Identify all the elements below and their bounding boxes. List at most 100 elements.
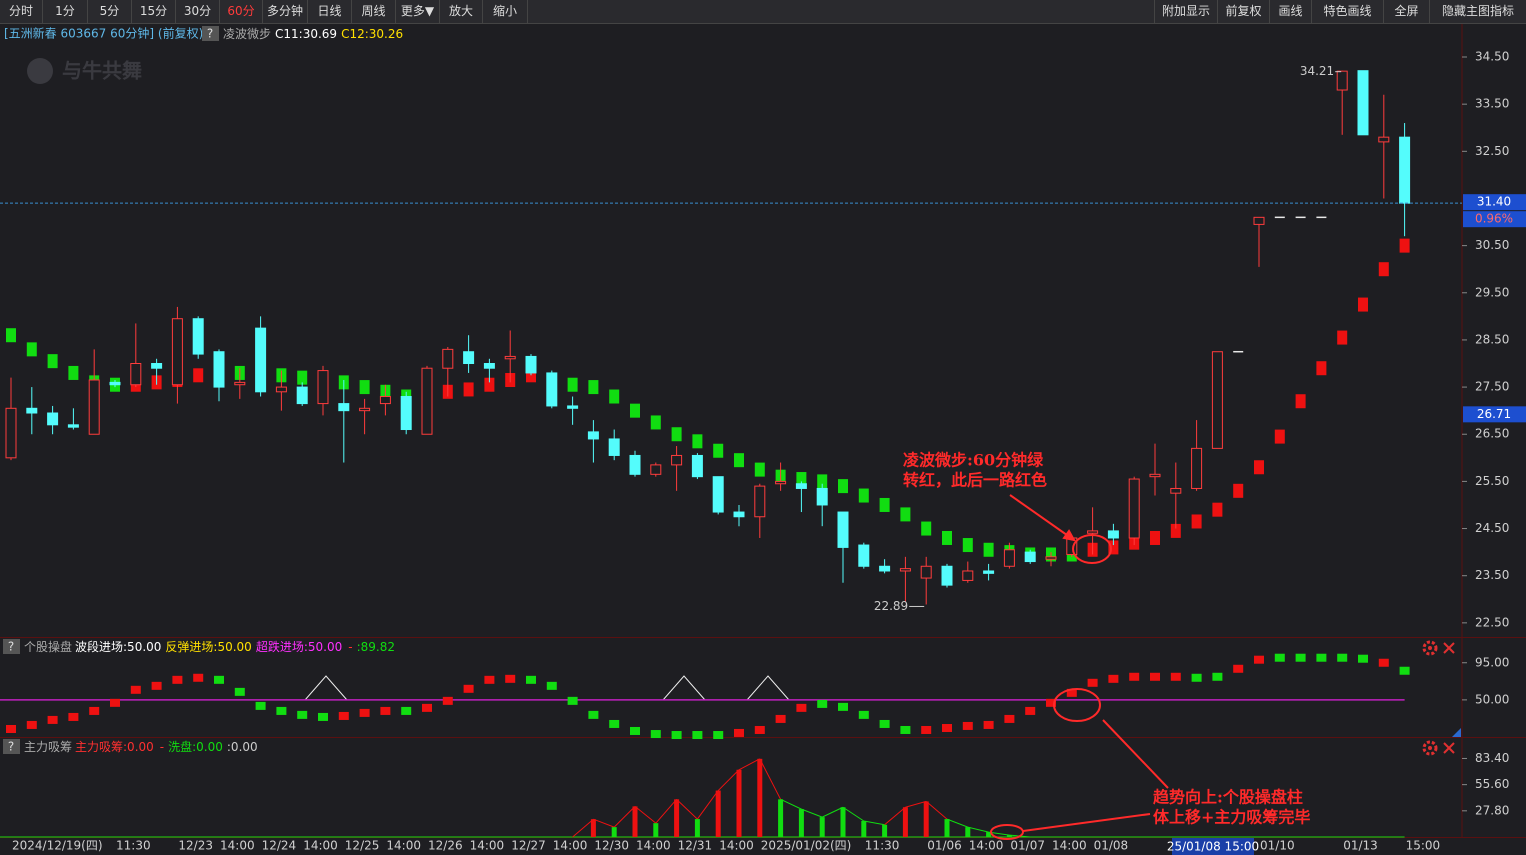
toolbar-button[interactable]: 附加显示	[1154, 0, 1218, 23]
close-icon[interactable]	[1443, 742, 1455, 754]
indicator-dash	[1004, 714, 1015, 723]
settings-icon[interactable]	[1422, 640, 1438, 656]
toolbar-button[interactable]: 画线	[1270, 0, 1312, 23]
candle-body	[587, 431, 599, 440]
candle-body	[338, 403, 350, 412]
indicator-square	[650, 415, 661, 430]
indicator-square	[26, 342, 37, 357]
x-tick-label: 12/31	[678, 839, 713, 853]
close-icon[interactable]	[1443, 642, 1455, 654]
y-tick-label: 24.50	[1475, 521, 1509, 535]
toolbar-button[interactable]: 日线	[308, 0, 352, 23]
toolbar-button[interactable]: 放大	[440, 0, 483, 23]
indicator-dash	[609, 719, 620, 728]
indicator-dash	[1150, 672, 1160, 681]
annotation: 体上移+主力吸筹完毕	[1153, 808, 1310, 827]
indicator-dash	[1337, 653, 1348, 662]
signal-triangle	[746, 675, 790, 701]
bar	[736, 769, 742, 837]
level-label: 26.71	[1477, 407, 1511, 421]
toolbar-button[interactable]: 全屏	[1384, 0, 1430, 23]
indicator-dash	[1066, 688, 1077, 697]
trend-segment	[696, 790, 719, 820]
x-tick-label: 01/06	[927, 839, 962, 853]
indicator-dash	[26, 720, 37, 729]
bar	[632, 806, 638, 837]
toolbar-button[interactable]: 多分钟	[263, 0, 308, 23]
toolbar-button[interactable]: 30分	[176, 0, 220, 23]
candle-body	[837, 511, 849, 548]
indicator-dash	[962, 721, 973, 730]
indicator-dash	[130, 685, 141, 694]
candle-body	[858, 544, 870, 567]
candle-body	[421, 367, 433, 435]
help-icon[interactable]	[3, 639, 20, 654]
toolbar-button[interactable]: 更多▼	[396, 0, 440, 23]
y-tick-label: 50.00	[1475, 692, 1509, 706]
trend-segment	[905, 800, 927, 808]
annotation: 趋势向上:个股操盘柱	[1153, 788, 1303, 807]
indicator-dash	[1233, 664, 1244, 673]
y-tick-label: 83.40	[1475, 751, 1509, 765]
annotation-shapes	[990, 494, 1169, 840]
toolbar-button[interactable]: 缩小	[483, 0, 528, 23]
indicator-square	[68, 365, 79, 380]
candle-body	[296, 386, 308, 405]
trend-segment	[780, 798, 802, 810]
indicator-square	[1378, 262, 1389, 277]
cursor-box	[1172, 838, 1254, 855]
y-tick-label: 29.50	[1475, 285, 1509, 299]
toolbar-button[interactable]: 1分	[43, 0, 88, 23]
bar	[674, 799, 680, 837]
x-tick-label: 2024/12/19(四)	[12, 839, 103, 853]
x-tick-label: 14:00	[303, 839, 338, 853]
indicator-square	[463, 382, 474, 397]
trend-segment	[676, 798, 698, 820]
toolbar-button[interactable]: 周线	[352, 0, 396, 23]
indicator-dash	[1316, 653, 1327, 662]
y-tick-label: 23.50	[1475, 568, 1509, 582]
toolbar-button[interactable]: 隐藏主图指标	[1441, 4, 1514, 18]
indicator-dash	[734, 728, 744, 737]
watermark: 与牛共舞	[62, 59, 142, 83]
indicator-square	[1233, 483, 1244, 498]
indicator-dash	[463, 684, 474, 693]
bar	[944, 819, 950, 837]
candle-body	[920, 565, 932, 579]
toolbar-button[interactable]: 特色画线	[1312, 0, 1384, 23]
panel-title: 个股操盘	[24, 639, 72, 654]
trend-segment	[884, 806, 906, 826]
signal-triangle	[662, 675, 706, 701]
bar	[819, 817, 825, 837]
candle-body	[483, 363, 495, 369]
toolbar-button[interactable]: 5分	[88, 0, 132, 23]
indicator-dash	[983, 720, 994, 729]
toolbar-button[interactable]: 15分	[132, 0, 176, 23]
x-tick-label: 12/24	[262, 839, 297, 853]
candle-body	[712, 476, 724, 513]
indicator-dash	[422, 703, 432, 712]
candle-body	[1211, 351, 1223, 449]
candle-body	[400, 396, 412, 431]
bar	[694, 819, 700, 837]
candle-body	[275, 386, 287, 393]
indicator-dash	[796, 703, 807, 712]
indicator-dash	[671, 731, 682, 740]
x-tick-label: 12/26	[428, 839, 463, 853]
indicator-square	[962, 538, 973, 553]
annotation: 凌波微步:60分钟绿	[903, 451, 1044, 470]
indicator-square	[900, 507, 911, 522]
help-icon[interactable]	[202, 26, 219, 41]
help-icon[interactable]	[3, 739, 20, 754]
bar	[590, 819, 596, 837]
toolbar-button-active[interactable]: 60分	[220, 0, 263, 23]
indicator-square	[193, 368, 204, 383]
indicator-dash	[588, 710, 599, 719]
settings-icon[interactable]	[1422, 740, 1438, 756]
corner-marker	[1452, 728, 1461, 737]
trend-segment	[738, 758, 761, 771]
toolbar-button[interactable]: 分时	[0, 0, 43, 23]
toolbar-button[interactable]: 前复权	[1218, 0, 1270, 23]
x-tick-label: 14:00	[969, 839, 1004, 853]
candle-body	[442, 348, 454, 369]
